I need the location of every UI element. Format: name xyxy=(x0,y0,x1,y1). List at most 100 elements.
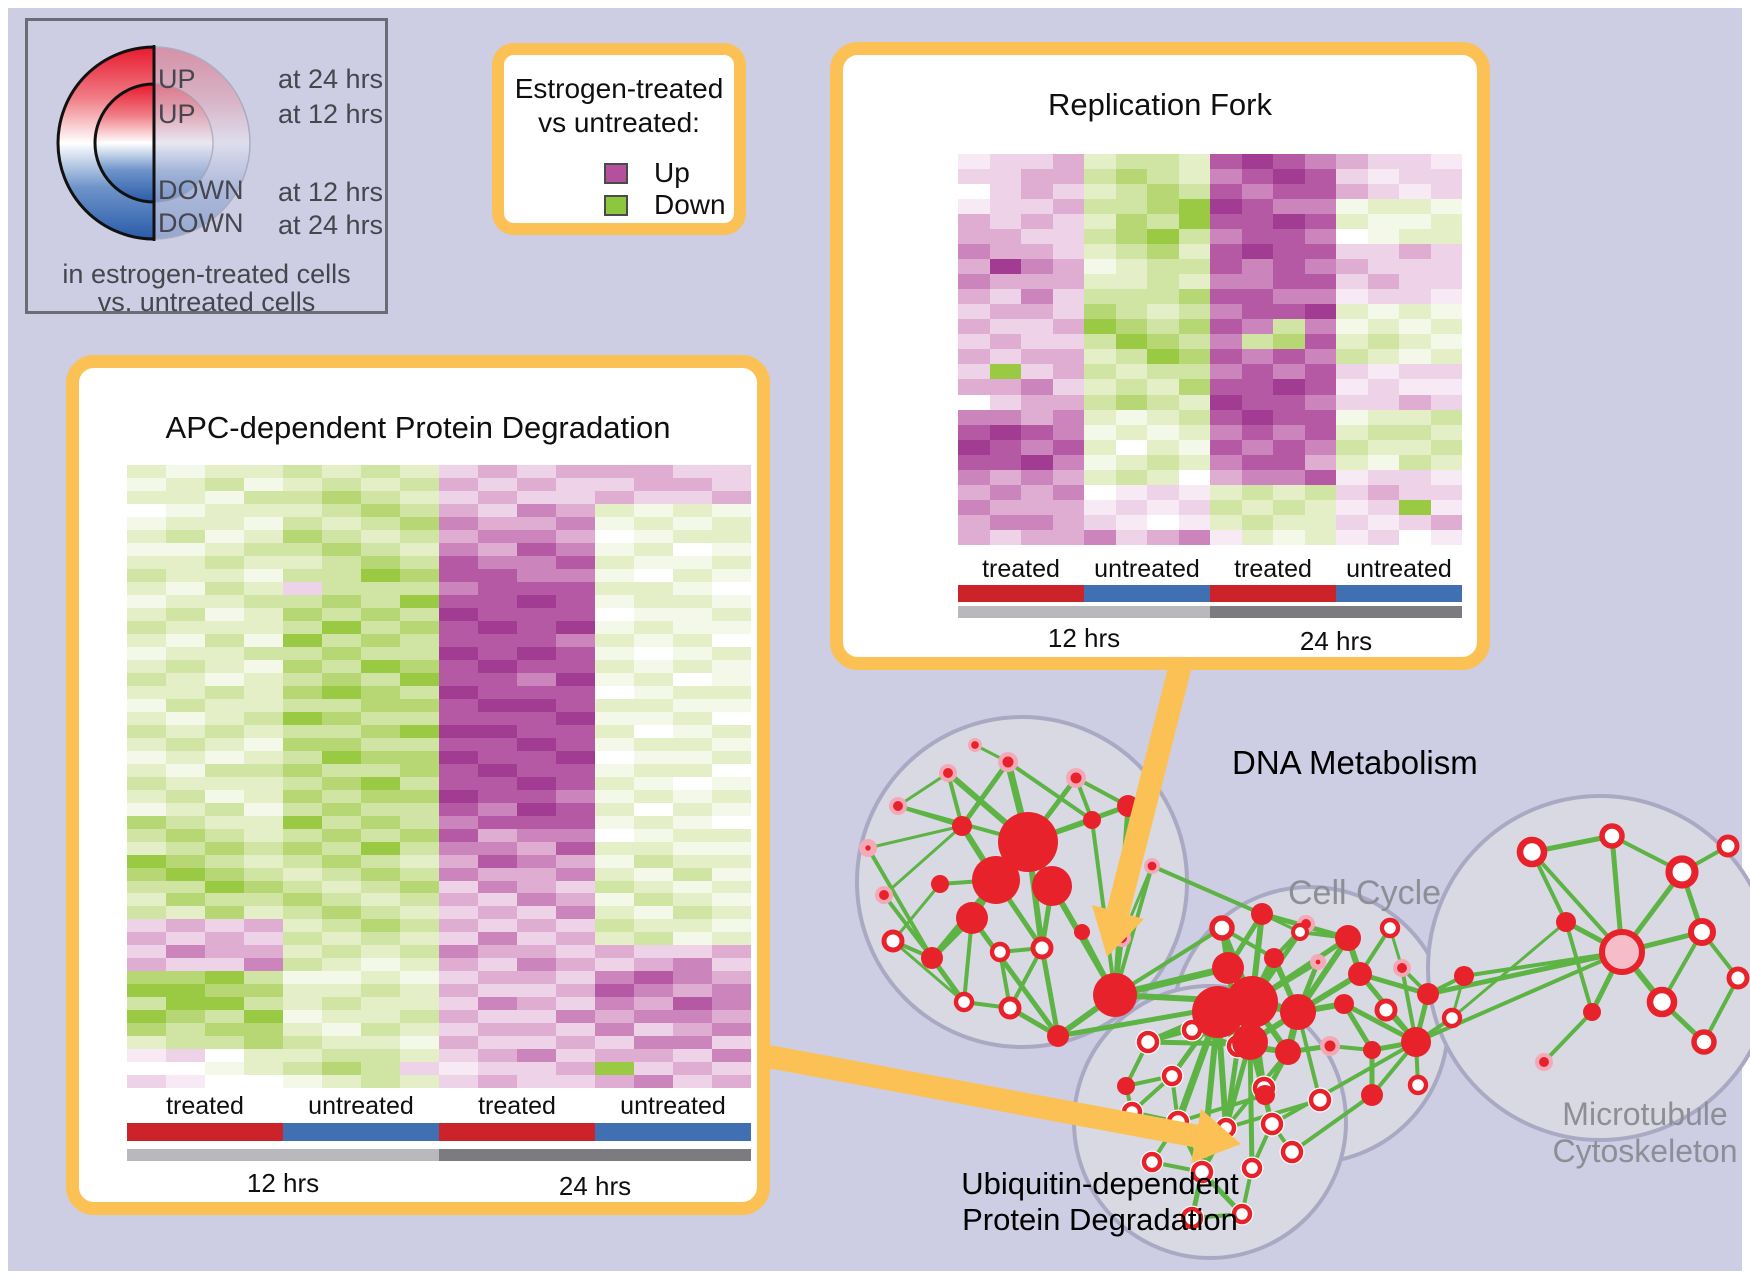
ring-row3-left: DOWN xyxy=(158,175,244,205)
heatmap-cell xyxy=(634,724,673,738)
heatmap-cell xyxy=(244,841,283,855)
heatmap-cell xyxy=(166,594,205,608)
heatmap-cell xyxy=(400,568,439,582)
gene-node-ring xyxy=(1599,823,1625,849)
heatmap-cell xyxy=(634,867,673,881)
ubiquitin-label-line1: Ubiquitin-dependent xyxy=(961,1166,1239,1201)
heatmap-row xyxy=(127,516,751,530)
heatmap-cell xyxy=(595,633,634,647)
heatmap-cell xyxy=(205,776,244,790)
heatmap-cell xyxy=(1336,259,1368,275)
heatmap-cell xyxy=(595,958,634,972)
heatmap-cell xyxy=(1084,469,1116,485)
heatmap-cell xyxy=(517,477,556,491)
heatmap-cell xyxy=(673,724,712,738)
gene-node-ring xyxy=(1646,986,1678,1018)
network-edge xyxy=(1151,864,1263,916)
gene-node-pink-core xyxy=(971,741,979,749)
heatmap-cell xyxy=(1084,484,1116,500)
heatmap-cell xyxy=(1241,364,1273,380)
heatmap-cell xyxy=(1241,199,1273,215)
heatmap-cell xyxy=(205,711,244,725)
heatmap-cell xyxy=(322,789,361,803)
heatmap-cell xyxy=(1178,364,1210,380)
heatmap-cell xyxy=(127,906,166,920)
heatmap-cell xyxy=(400,984,439,998)
heatmap-cell xyxy=(712,490,751,504)
heatmap-row xyxy=(127,919,751,933)
rf-group-label-4: untreated xyxy=(1346,555,1452,583)
heatmap-cell xyxy=(400,698,439,712)
heatmap-cell xyxy=(166,971,205,985)
heatmap-cell xyxy=(1304,244,1336,260)
heatmap-cell xyxy=(634,529,673,543)
heatmap-cell xyxy=(556,465,595,478)
heatmap-cell xyxy=(400,867,439,881)
heatmap-cell xyxy=(634,880,673,894)
heatmap-cell xyxy=(712,542,751,556)
heatmap-cell xyxy=(1178,529,1210,545)
heatmap-row xyxy=(127,581,751,595)
heatmap-row xyxy=(958,304,1462,320)
heatmap-cell xyxy=(1115,424,1147,440)
heatmap-cell xyxy=(1147,214,1179,230)
heatmap-cell xyxy=(361,465,400,478)
heatmap-cell xyxy=(958,499,990,515)
heatmap-cell xyxy=(283,646,322,660)
heatmap-cell xyxy=(989,529,1021,545)
heatmap-cell xyxy=(361,477,400,491)
heatmap-cell xyxy=(166,906,205,920)
heatmap-row xyxy=(958,379,1462,395)
heatmap-row xyxy=(958,439,1462,455)
heatmap-cell xyxy=(166,919,205,933)
heatmap-cell xyxy=(205,503,244,517)
heatmap-cell xyxy=(989,409,1021,425)
heatmap-cell xyxy=(673,620,712,634)
heatmap-cell xyxy=(127,711,166,725)
heatmap-cell xyxy=(127,763,166,777)
heatmap-cell xyxy=(673,1010,712,1024)
heatmap-cell xyxy=(989,454,1021,470)
heatmap-cell xyxy=(556,672,595,686)
heatmap-cell xyxy=(400,815,439,829)
heatmap-cell xyxy=(1178,499,1210,515)
heatmap-cell xyxy=(1336,409,1368,425)
heatmap-cell xyxy=(556,1036,595,1050)
heatmap-cell xyxy=(1430,334,1462,350)
heatmap-cell xyxy=(322,1036,361,1050)
network-edge xyxy=(959,760,1011,828)
heatmap-cell xyxy=(361,490,400,504)
heatmap-cell xyxy=(1367,169,1399,185)
heatmap-cell xyxy=(1147,259,1179,275)
updown-legend-title2: vs untreated: xyxy=(538,107,700,138)
heatmap-cell xyxy=(1430,244,1462,260)
heatmap-cell xyxy=(1178,454,1210,470)
heatmap-cell xyxy=(634,568,673,582)
heatmap-cell xyxy=(634,932,673,946)
heatmap-cell xyxy=(1210,484,1242,500)
gene-node-solid xyxy=(931,875,949,893)
heatmap-cell xyxy=(322,1010,361,1024)
heatmap-cell xyxy=(1336,274,1368,290)
gene-node-pink-core xyxy=(1315,959,1321,965)
heatmap-cell xyxy=(439,971,478,985)
heatmap-cell xyxy=(205,529,244,543)
heatmap-cell xyxy=(712,828,751,842)
heatmap-cell xyxy=(556,958,595,972)
heatmap-cell xyxy=(1084,229,1116,245)
heatmap-cell xyxy=(127,555,166,569)
apc-group-label-1: treated xyxy=(166,1092,244,1120)
heatmap-cell xyxy=(1430,289,1462,305)
network-edge xyxy=(867,824,963,850)
heatmap-cell xyxy=(244,724,283,738)
heatmap-cell xyxy=(1178,514,1210,530)
heatmap-row xyxy=(127,698,751,712)
heatmap-cell xyxy=(1084,334,1116,350)
heatmap-cell xyxy=(127,867,166,881)
heatmap-cell xyxy=(1021,394,1053,410)
gene-node-white-ring xyxy=(1161,1065,1183,1087)
heatmap-cell xyxy=(517,880,556,894)
heatmap-cell xyxy=(1336,484,1368,500)
heatmap-cell xyxy=(1052,229,1084,245)
heatmap-cell xyxy=(478,1075,517,1089)
